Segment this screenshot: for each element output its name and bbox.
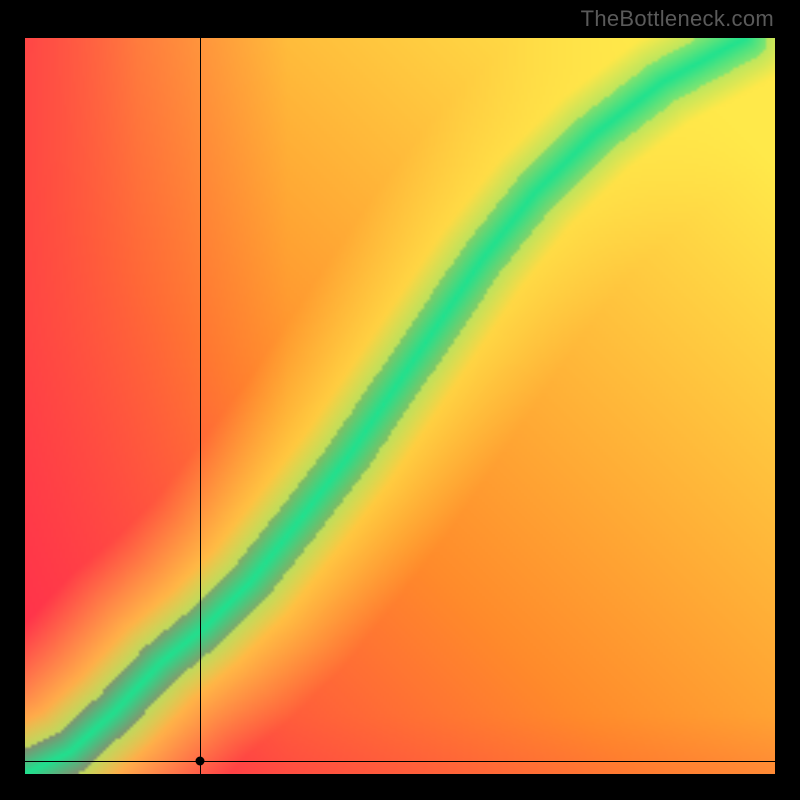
heatmap-plot-area [25, 38, 775, 774]
crosshair-vertical [200, 38, 201, 774]
crosshair-horizontal [25, 761, 775, 762]
marker-dot [195, 756, 204, 765]
watermark-text: TheBottleneck.com [581, 6, 774, 32]
heatmap-canvas [25, 38, 775, 774]
